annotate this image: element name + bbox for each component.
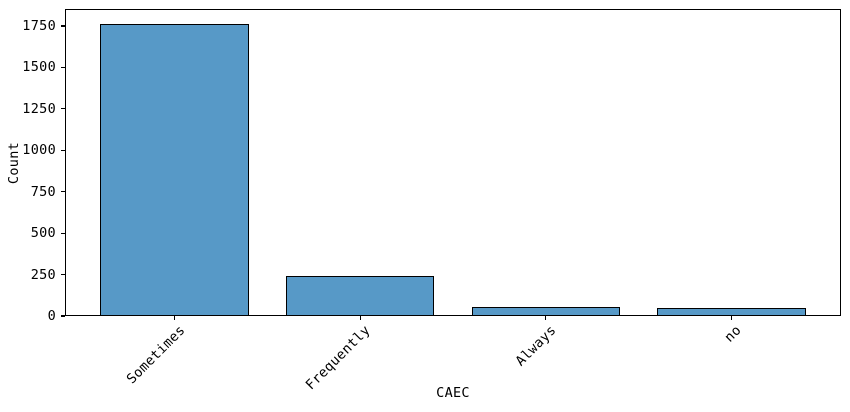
x-tick-label: no [721, 322, 746, 346]
y-tick-mark [61, 66, 65, 69]
y-tick-mark [61, 191, 65, 193]
y-tick-mark [61, 25, 65, 27]
y-tick-label: 750 [30, 183, 56, 200]
y-tick-label: 1000 [22, 142, 56, 159]
x-axis-label: CAEC [436, 385, 470, 401]
bar-always [471, 307, 621, 316]
x-tick-mark [730, 316, 733, 320]
y-tick-label: 1250 [22, 100, 56, 117]
x-tick-label: Frequently [302, 322, 374, 394]
bar-no [657, 307, 806, 316]
x-tick-mark [173, 316, 176, 320]
bar-frequently [285, 275, 435, 316]
x-tick-mark [545, 316, 547, 320]
y-tick-label: 0 [47, 308, 56, 324]
y-tick-mark [61, 232, 65, 234]
y-tick-mark [61, 108, 65, 110]
x-tick-mark [359, 316, 361, 320]
y-tick-label: 1500 [22, 59, 56, 76]
y-tick-label: 250 [30, 266, 56, 283]
y-tick-mark [61, 315, 65, 317]
y-tick-label: 500 [30, 225, 56, 242]
x-tick-label: Sometimes [123, 322, 189, 388]
y-tick-mark [61, 273, 65, 276]
y-tick-mark [61, 149, 65, 151]
bar-sometimes [100, 23, 249, 316]
y-tick-label: 1750 [22, 18, 56, 35]
